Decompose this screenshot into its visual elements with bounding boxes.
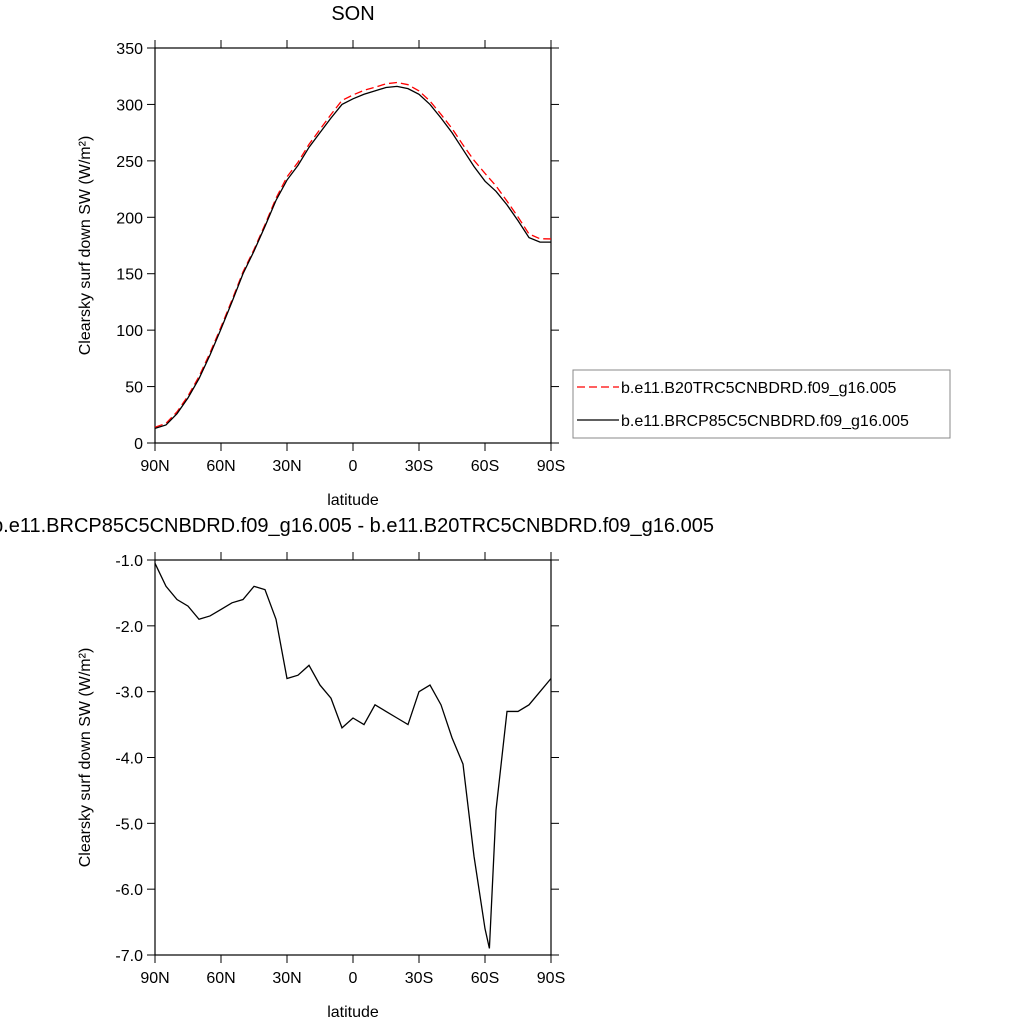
- y-tick-label: -5.0: [115, 816, 143, 833]
- y-tick-label: 300: [116, 97, 143, 114]
- y-tick-label: 150: [116, 267, 143, 284]
- y-tick-label: -4.0: [115, 751, 143, 768]
- x-tick-label: 30N: [272, 970, 301, 987]
- x-tick-label: 30S: [405, 458, 433, 475]
- x-tick-label: 60N: [206, 970, 235, 987]
- chart-title: SON: [331, 3, 374, 25]
- x-tick-label: 0: [349, 970, 358, 987]
- x-tick-label: 60N: [206, 458, 235, 475]
- y-tick-label: 200: [116, 210, 143, 227]
- data-line: [154, 85, 551, 429]
- y-tick-label: -2.0: [115, 619, 143, 636]
- plot-frame: [154, 47, 552, 444]
- x-tick-label: 60S: [471, 458, 499, 475]
- legend-label: b.e11.BRCP85C5CNBDRD.f09_g16.005: [621, 413, 909, 430]
- y-axis-label: Clearsky surf down SW (W/m²): [77, 648, 94, 868]
- x-tick-label: 60S: [471, 970, 499, 987]
- x-tick-label: 90N: [140, 970, 169, 987]
- x-axis-label: latitude: [327, 1004, 379, 1021]
- legend-label: b.e11.B20TRC5CNBDRD.f09_g16.005: [621, 380, 897, 397]
- y-tick-label: 350: [116, 41, 143, 58]
- y-tick-label: -1.0: [115, 553, 143, 570]
- legend-box: [572, 369, 951, 439]
- y-tick-label: 100: [116, 323, 143, 340]
- y-axis-label: Clearsky surf down SW (W/m²): [77, 136, 94, 356]
- y-tick-label: 250: [116, 154, 143, 171]
- data-line: [154, 563, 552, 949]
- y-tick-label: -7.0: [115, 948, 143, 965]
- x-tick-label: 90S: [537, 970, 565, 987]
- y-tick-label: -6.0: [115, 882, 143, 899]
- x-tick-label: 30S: [405, 970, 433, 987]
- x-tick-label: 0: [349, 458, 358, 475]
- y-tick-label: -3.0: [115, 685, 143, 702]
- chart-title: b.e11.BRCP85C5CNBDRD.f09_g16.005 - b.e11…: [0, 515, 714, 537]
- y-tick-label: 0: [134, 436, 143, 453]
- x-tick-label: 90S: [537, 458, 565, 475]
- x-tick-label: 90N: [140, 458, 169, 475]
- x-tick-label: 30N: [272, 458, 301, 475]
- data-line: [154, 81, 552, 428]
- y-tick-label: 50: [125, 380, 143, 397]
- x-axis-label: latitude: [327, 492, 379, 509]
